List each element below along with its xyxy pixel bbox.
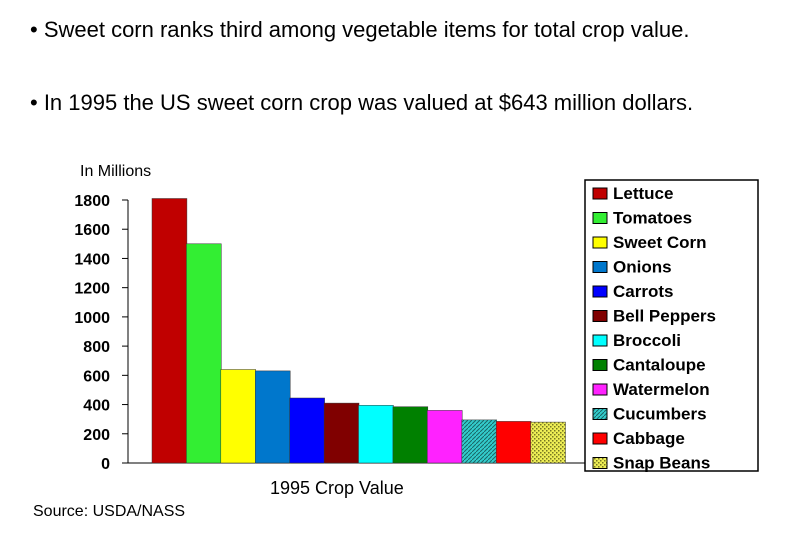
bar-cucumbers xyxy=(461,419,497,464)
y-axis: 0 200 400 600 800 1000 1200 1400 1600 1800 xyxy=(74,193,590,473)
bar-cabbage xyxy=(495,421,532,464)
y-tick-label: 1200 xyxy=(74,281,110,298)
y-tick-label: 1600 xyxy=(74,222,110,239)
legend-swatch xyxy=(592,359,608,371)
y-tick-label: 1800 xyxy=(74,193,110,210)
bar-sweet-corn xyxy=(220,369,256,464)
legend-entry: Onions xyxy=(613,258,672,277)
legend-entry: Bell Peppers xyxy=(613,307,716,326)
y-tick-label: 600 xyxy=(83,368,110,385)
legend-swatch xyxy=(592,236,608,249)
legend-entry: Lettuce xyxy=(613,184,673,203)
x-axis-label: 1995 Crop Value xyxy=(270,478,404,498)
legend-swatch xyxy=(592,285,608,298)
y-tick-label: 400 xyxy=(83,398,110,415)
y-tick-label: 200 xyxy=(83,427,110,444)
legend-swatch xyxy=(592,261,608,273)
legend-swatch xyxy=(592,212,608,224)
bar-lettuce xyxy=(151,198,188,464)
legend-entry: Watermelon xyxy=(613,380,710,399)
legend-entry: Cucumbers xyxy=(613,405,707,424)
bar-carrots xyxy=(289,397,325,464)
y-tick-label: 0 xyxy=(101,456,110,473)
bar-broccoli xyxy=(358,405,394,464)
source-note: Source: USDA/NASS xyxy=(33,503,186,520)
bar-watermelon xyxy=(427,410,463,464)
bullet-crop-rank: • Sweet corn ranks third among vegetable… xyxy=(30,17,690,42)
bar-cantaloupe xyxy=(392,406,429,464)
legend-swatch xyxy=(592,408,608,420)
bars xyxy=(151,198,566,464)
legend-swatch xyxy=(592,457,608,469)
bar-bell-peppers xyxy=(323,402,360,464)
legend-swatch xyxy=(592,187,608,200)
legend: Lettuce Tomatoes Sweet Corn Onions Carrots Be… xyxy=(584,179,759,473)
legend-swatch xyxy=(592,310,608,322)
y-tick-label: 1000 xyxy=(74,310,110,327)
legend-swatch xyxy=(592,334,608,347)
bar-onions xyxy=(255,370,291,464)
legend-entry: Broccoli xyxy=(613,331,681,350)
y-axis-label: In Millions xyxy=(80,163,152,180)
bar-tomatoes xyxy=(186,243,222,464)
y-tick-label: 1400 xyxy=(74,251,110,268)
legend-entry: Cantaloupe xyxy=(613,356,706,375)
legend-swatch xyxy=(592,383,608,396)
bar-snap-beans xyxy=(530,421,566,464)
legend-entry: Carrots xyxy=(613,282,673,301)
legend-entry: Tomatoes xyxy=(613,209,692,228)
legend-entry: Cabbage xyxy=(613,429,685,448)
legend-entry: Snap Beans xyxy=(613,454,710,473)
y-tick-label: 800 xyxy=(83,339,110,356)
legend-swatch xyxy=(592,432,608,445)
bullet-crop-value: • In 1995 the US sweet corn crop was val… xyxy=(30,90,694,115)
legend-entry: Sweet Corn xyxy=(613,233,707,252)
legend-box xyxy=(584,179,759,472)
